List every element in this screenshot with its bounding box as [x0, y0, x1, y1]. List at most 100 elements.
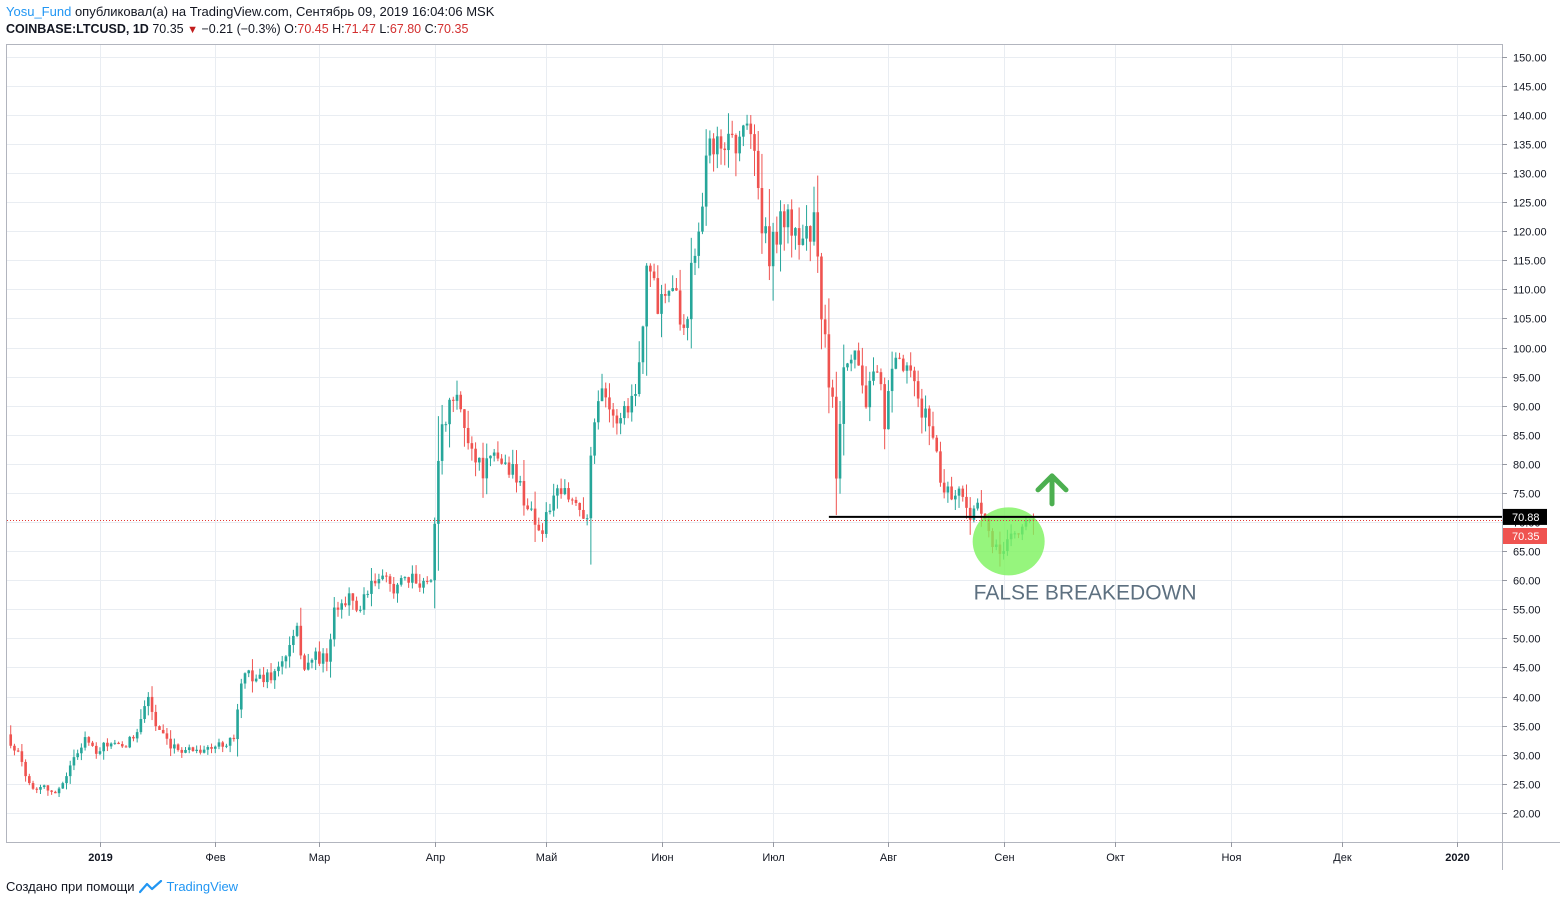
candle-body-down — [176, 744, 180, 750]
change-down-icon: ▼ — [187, 24, 198, 36]
candle-body-up — [771, 231, 775, 267]
price-tick-label: 120.00 — [1513, 227, 1547, 239]
candle-body-up — [805, 226, 808, 239]
candle-body-down — [611, 409, 615, 416]
candle-body-down — [682, 324, 686, 328]
candle-body-up — [455, 394, 459, 401]
low-label: L: — [379, 22, 390, 36]
candle-body-up — [143, 706, 146, 720]
candle-body-up — [195, 749, 198, 751]
candle-body-down — [94, 745, 98, 754]
candle-body-down — [299, 625, 303, 656]
symbol-name[interactable]: COINBASE:LTCUSD, 1D — [6, 22, 149, 36]
candle-body-down — [124, 746, 128, 748]
candle-body-up — [340, 603, 344, 610]
candle-body-up — [277, 666, 280, 672]
candle-body-up — [585, 518, 589, 520]
candle-body-up — [399, 578, 403, 585]
candle-body-down — [775, 231, 779, 245]
candle-body-up — [812, 212, 816, 242]
time-tick-label: Май — [536, 852, 558, 864]
published-text: опубликовал(а) на TradingView.com, Сентя… — [74, 4, 495, 19]
candle-body-down — [950, 486, 953, 500]
candle-body-down — [414, 573, 418, 584]
candle-body-down — [578, 502, 582, 510]
candle-body-up — [957, 488, 961, 496]
candle-body-down — [392, 583, 396, 594]
candle-body-down — [901, 358, 905, 371]
time-axis[interactable]: 2019 Фев Мар Апр Май Июн Июл Авг Сен Окт Ноя Дек 202… — [88, 842, 1470, 864]
candle-body-down — [875, 371, 879, 373]
candle-body-up — [80, 747, 83, 754]
time-tick-label: Дек — [1333, 852, 1352, 864]
candle-body-down — [760, 188, 764, 234]
candle-body-up — [284, 656, 288, 662]
candle-body-down — [808, 226, 812, 242]
candle-body-up — [641, 326, 645, 363]
candle-body-up — [838, 423, 842, 479]
candle-body-up — [552, 495, 555, 511]
candle-body-up — [485, 458, 489, 479]
candle-body-down — [541, 530, 544, 534]
price-tick-label: 30.00 — [1513, 751, 1541, 763]
candle-body-down — [931, 426, 935, 438]
price-tick-label: 55.00 — [1513, 605, 1541, 617]
candle-body-up — [314, 651, 317, 660]
change-value: −0.21 (−0.3%) — [201, 22, 281, 36]
candle-body-up — [697, 231, 701, 256]
price-tick-label: 140.00 — [1513, 111, 1547, 123]
candle-body-up — [173, 744, 176, 749]
candle-body-down — [470, 443, 474, 449]
candle-body-up — [366, 593, 370, 595]
tradingview-link[interactable]: TradingView — [166, 879, 239, 894]
price-tick-label: 45.00 — [1513, 663, 1541, 675]
candle-body-up — [321, 653, 325, 664]
price-tick-label: 100.00 — [1513, 344, 1547, 356]
candle-body-up — [801, 238, 805, 245]
candle-body-up — [247, 670, 251, 674]
candle-body-down — [373, 580, 377, 584]
candle-body-down — [451, 399, 455, 401]
candle-body-down — [626, 405, 630, 413]
candle-body-down — [782, 211, 786, 228]
candle-body-up — [890, 368, 894, 392]
candle-body-down — [734, 134, 738, 154]
candle-body-up — [377, 579, 381, 584]
last-price-label: 70.35 — [1512, 531, 1540, 543]
candle-body-up — [83, 737, 87, 748]
candle-body-up — [589, 455, 593, 519]
candle-body-up — [637, 362, 641, 394]
price-tick-label: 115.00 — [1513, 256, 1546, 268]
price-tick-label: 130.00 — [1513, 169, 1547, 181]
candle-body-up — [660, 294, 663, 314]
candle-body-up — [738, 136, 741, 154]
high-value: 71.47 — [344, 22, 376, 36]
candle-body-down — [749, 123, 753, 135]
candle-body-up — [905, 365, 909, 371]
candle-body-up — [701, 206, 704, 232]
candle-body-down — [719, 136, 723, 149]
candle-body-up — [61, 783, 65, 789]
candle-body-down — [615, 415, 619, 424]
candle-body-down — [730, 133, 734, 135]
price-axis[interactable]: 20.00 25.00 30.00 35.00 40.00 45.00 50.00 55.00… — [1502, 53, 1547, 821]
candle-body-up — [634, 393, 637, 396]
candle-body-down — [385, 575, 388, 577]
price-tick-label: 20.00 — [1513, 809, 1541, 821]
candle-body-up — [243, 673, 247, 684]
candle-body-up — [924, 408, 927, 418]
candle-body-down — [920, 398, 924, 418]
low-value: 67.80 — [389, 22, 422, 36]
candle-body-up — [358, 609, 362, 611]
candle-body-up — [329, 639, 332, 662]
time-tick-label: Окт — [1106, 852, 1125, 864]
candle-body-down — [939, 451, 942, 483]
candle-body-up — [184, 749, 187, 753]
time-tick-label: Фев — [205, 852, 225, 864]
candle-body-up — [630, 395, 634, 413]
candle-body-up — [403, 577, 407, 579]
author-link[interactable]: Yosu_Fund — [6, 4, 72, 19]
candle-body-up — [217, 742, 221, 747]
candle-body-up — [381, 575, 384, 580]
